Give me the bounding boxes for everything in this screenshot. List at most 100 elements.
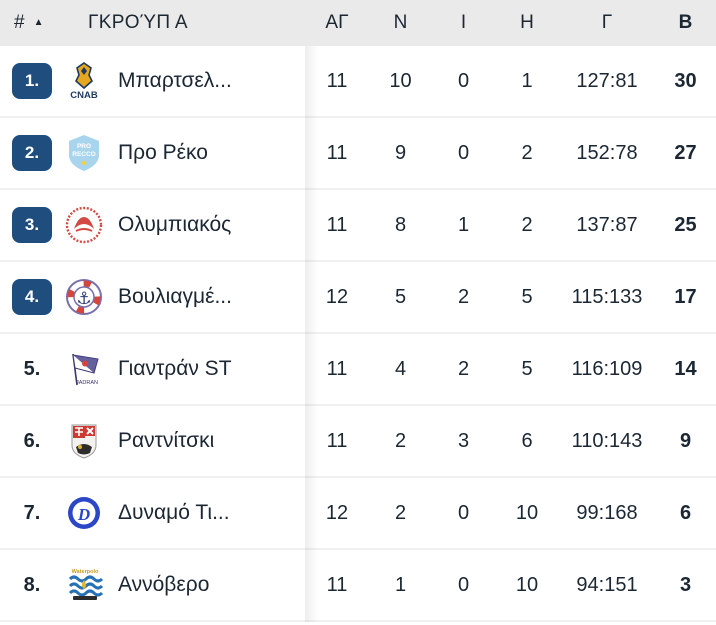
stat-points: 3 xyxy=(679,573,692,596)
team-name: Ολυμπιακός xyxy=(118,213,232,236)
svg-text:CNAB: CNAB xyxy=(70,90,98,101)
stat-played: 12 xyxy=(325,285,349,308)
rank-cell: 5. xyxy=(0,358,64,381)
stat-losses: 10 xyxy=(515,573,539,596)
svg-text:JADRAN: JADRAN xyxy=(76,380,98,386)
dynamo-logo-icon: D xyxy=(68,497,100,529)
stat-losses: 10 xyxy=(515,501,539,524)
stat-points: 25 xyxy=(674,213,697,236)
team-name: Αννόβερο xyxy=(118,573,210,596)
standings-rows: 1. CNAB Μπαρτσελ... 11 10 0 1 127:81 30 … xyxy=(0,46,716,622)
rank-cell: 7. xyxy=(0,502,64,525)
stat-goals: 94:151 xyxy=(576,573,638,596)
team-logo xyxy=(64,421,104,461)
team-logo: JADRAN xyxy=(64,349,104,389)
table-row[interactable]: 1. CNAB Μπαρτσελ... 11 10 0 1 127:81 30 xyxy=(0,46,716,118)
olympiacos-logo-icon xyxy=(65,206,103,244)
table-row[interactable]: 4. ⚓ Βουλιαγμέ... 12 5 2 5 115:133 17 xyxy=(0,262,716,334)
stat-wins: 2 xyxy=(394,501,407,524)
stat-points: 9 xyxy=(679,429,692,452)
rank-cell: 1. xyxy=(0,63,64,99)
stat-losses: 1 xyxy=(521,69,533,92)
team-logo xyxy=(64,205,104,245)
stat-goals: 127:81 xyxy=(576,69,638,92)
standings-header: # ▲ ΓΚΡΟΎΠ Α ΑΓ Ν Ι Η Γ Β xyxy=(0,0,716,46)
svg-text:D: D xyxy=(77,505,90,524)
svg-text:RECCO: RECCO xyxy=(72,151,95,158)
stat-played: 11 xyxy=(326,69,348,92)
stat-draws: 0 xyxy=(457,141,470,164)
stat-goals: 116:109 xyxy=(571,357,643,380)
stat-losses: 6 xyxy=(521,429,533,452)
stat-losses: 2 xyxy=(521,141,533,164)
table-row[interactable]: 8. Waterpolo Αννόβερο 11 1 0 10 94:151 3 xyxy=(0,550,716,622)
rank-cell: 6. xyxy=(0,430,64,453)
table-row[interactable]: 6. Ραντνίτσκι 11 2 3 6 110:143 9 xyxy=(0,406,716,478)
team-name: Γιαντράν ST xyxy=(118,357,232,380)
sort-ascending-icon: ▲ xyxy=(33,17,44,28)
table-row[interactable]: 7. D Δυναμό Τι... 12 2 0 10 99:168 6 xyxy=(0,478,716,550)
stat-draws: 1 xyxy=(457,213,470,236)
stat-losses: 2 xyxy=(521,213,533,236)
team-logo: CNAB xyxy=(64,61,104,101)
stat-draws: 0 xyxy=(457,573,470,596)
stat-wins: 5 xyxy=(394,285,407,308)
column-header-losses: Η xyxy=(520,12,534,33)
team-logo: D xyxy=(64,493,104,533)
team-logo: Waterpolo xyxy=(64,565,104,605)
stat-played: 11 xyxy=(326,141,348,164)
group-title: ΓΚΡΟΎΠ Α xyxy=(88,12,188,33)
table-row[interactable]: 5. JADRAN Γιαντράν ST 11 4 2 5 116:109 1… xyxy=(0,334,716,406)
stat-wins: 4 xyxy=(394,357,407,380)
rank-cell: 2. xyxy=(0,135,64,171)
rank-sort-control[interactable]: # ▲ xyxy=(0,12,64,34)
rank-badge: 4. xyxy=(12,279,52,315)
rank-badge: 3. xyxy=(12,207,52,243)
svg-text:PRO: PRO xyxy=(77,143,91,150)
stat-played: 11 xyxy=(326,429,348,452)
rank-label: 6. xyxy=(23,429,41,452)
rank-cell: 8. xyxy=(0,574,64,597)
team-name: Βουλιαγμέ... xyxy=(118,285,232,308)
team-name: Προ Ρέκο xyxy=(118,141,208,164)
stat-points: 14 xyxy=(674,357,697,380)
rank-label: 8. xyxy=(23,573,41,596)
stat-wins: 8 xyxy=(394,213,407,236)
stat-losses: 5 xyxy=(521,285,533,308)
stat-draws: 0 xyxy=(457,69,470,92)
rank-badge: 2. xyxy=(12,135,52,171)
stat-played: 11 xyxy=(326,573,348,596)
stat-losses: 5 xyxy=(521,357,533,380)
stat-goals: 137:87 xyxy=(576,213,638,236)
stat-played: 11 xyxy=(326,213,348,236)
stat-played: 11 xyxy=(326,357,348,380)
rank-label: 5. xyxy=(23,357,41,380)
stat-points: 30 xyxy=(674,69,697,92)
stat-wins: 2 xyxy=(394,429,407,452)
stat-goals: 110:143 xyxy=(571,429,643,452)
column-header-draws: Ι xyxy=(460,12,467,33)
vouliagmeni-logo-icon: ⚓ xyxy=(66,279,102,315)
stat-goals: 115:133 xyxy=(571,285,643,308)
table-row[interactable]: 3. Ολυμπιακός 11 8 1 2 137:87 25 xyxy=(0,190,716,262)
rank-badge: 1. xyxy=(12,63,52,99)
table-row[interactable]: 2. PRO RECCO Προ Ρέκο 11 9 0 2 152:78 27 xyxy=(0,118,716,190)
team-name: Δυναμό Τι... xyxy=(118,501,230,524)
svg-text:Waterpolo: Waterpolo xyxy=(72,569,99,575)
radnicki-logo-icon xyxy=(71,424,97,459)
column-header-points: Β xyxy=(678,12,693,33)
stat-played: 12 xyxy=(325,501,349,524)
stat-draws: 2 xyxy=(457,357,470,380)
team-logo: PRO RECCO xyxy=(64,133,104,173)
stat-draws: 2 xyxy=(457,285,470,308)
cnab-logo-icon: CNAB xyxy=(70,62,98,101)
stat-wins: 10 xyxy=(389,69,412,92)
team-name: Ραντνίτσκι xyxy=(118,429,215,452)
stat-points: 27 xyxy=(674,141,697,164)
rank-label: 7. xyxy=(23,501,41,524)
rank-column-label: # xyxy=(14,12,25,33)
stat-draws: 0 xyxy=(457,501,470,524)
stat-wins: 1 xyxy=(394,573,407,596)
team-name: Μπαρτσελ... xyxy=(118,69,232,92)
